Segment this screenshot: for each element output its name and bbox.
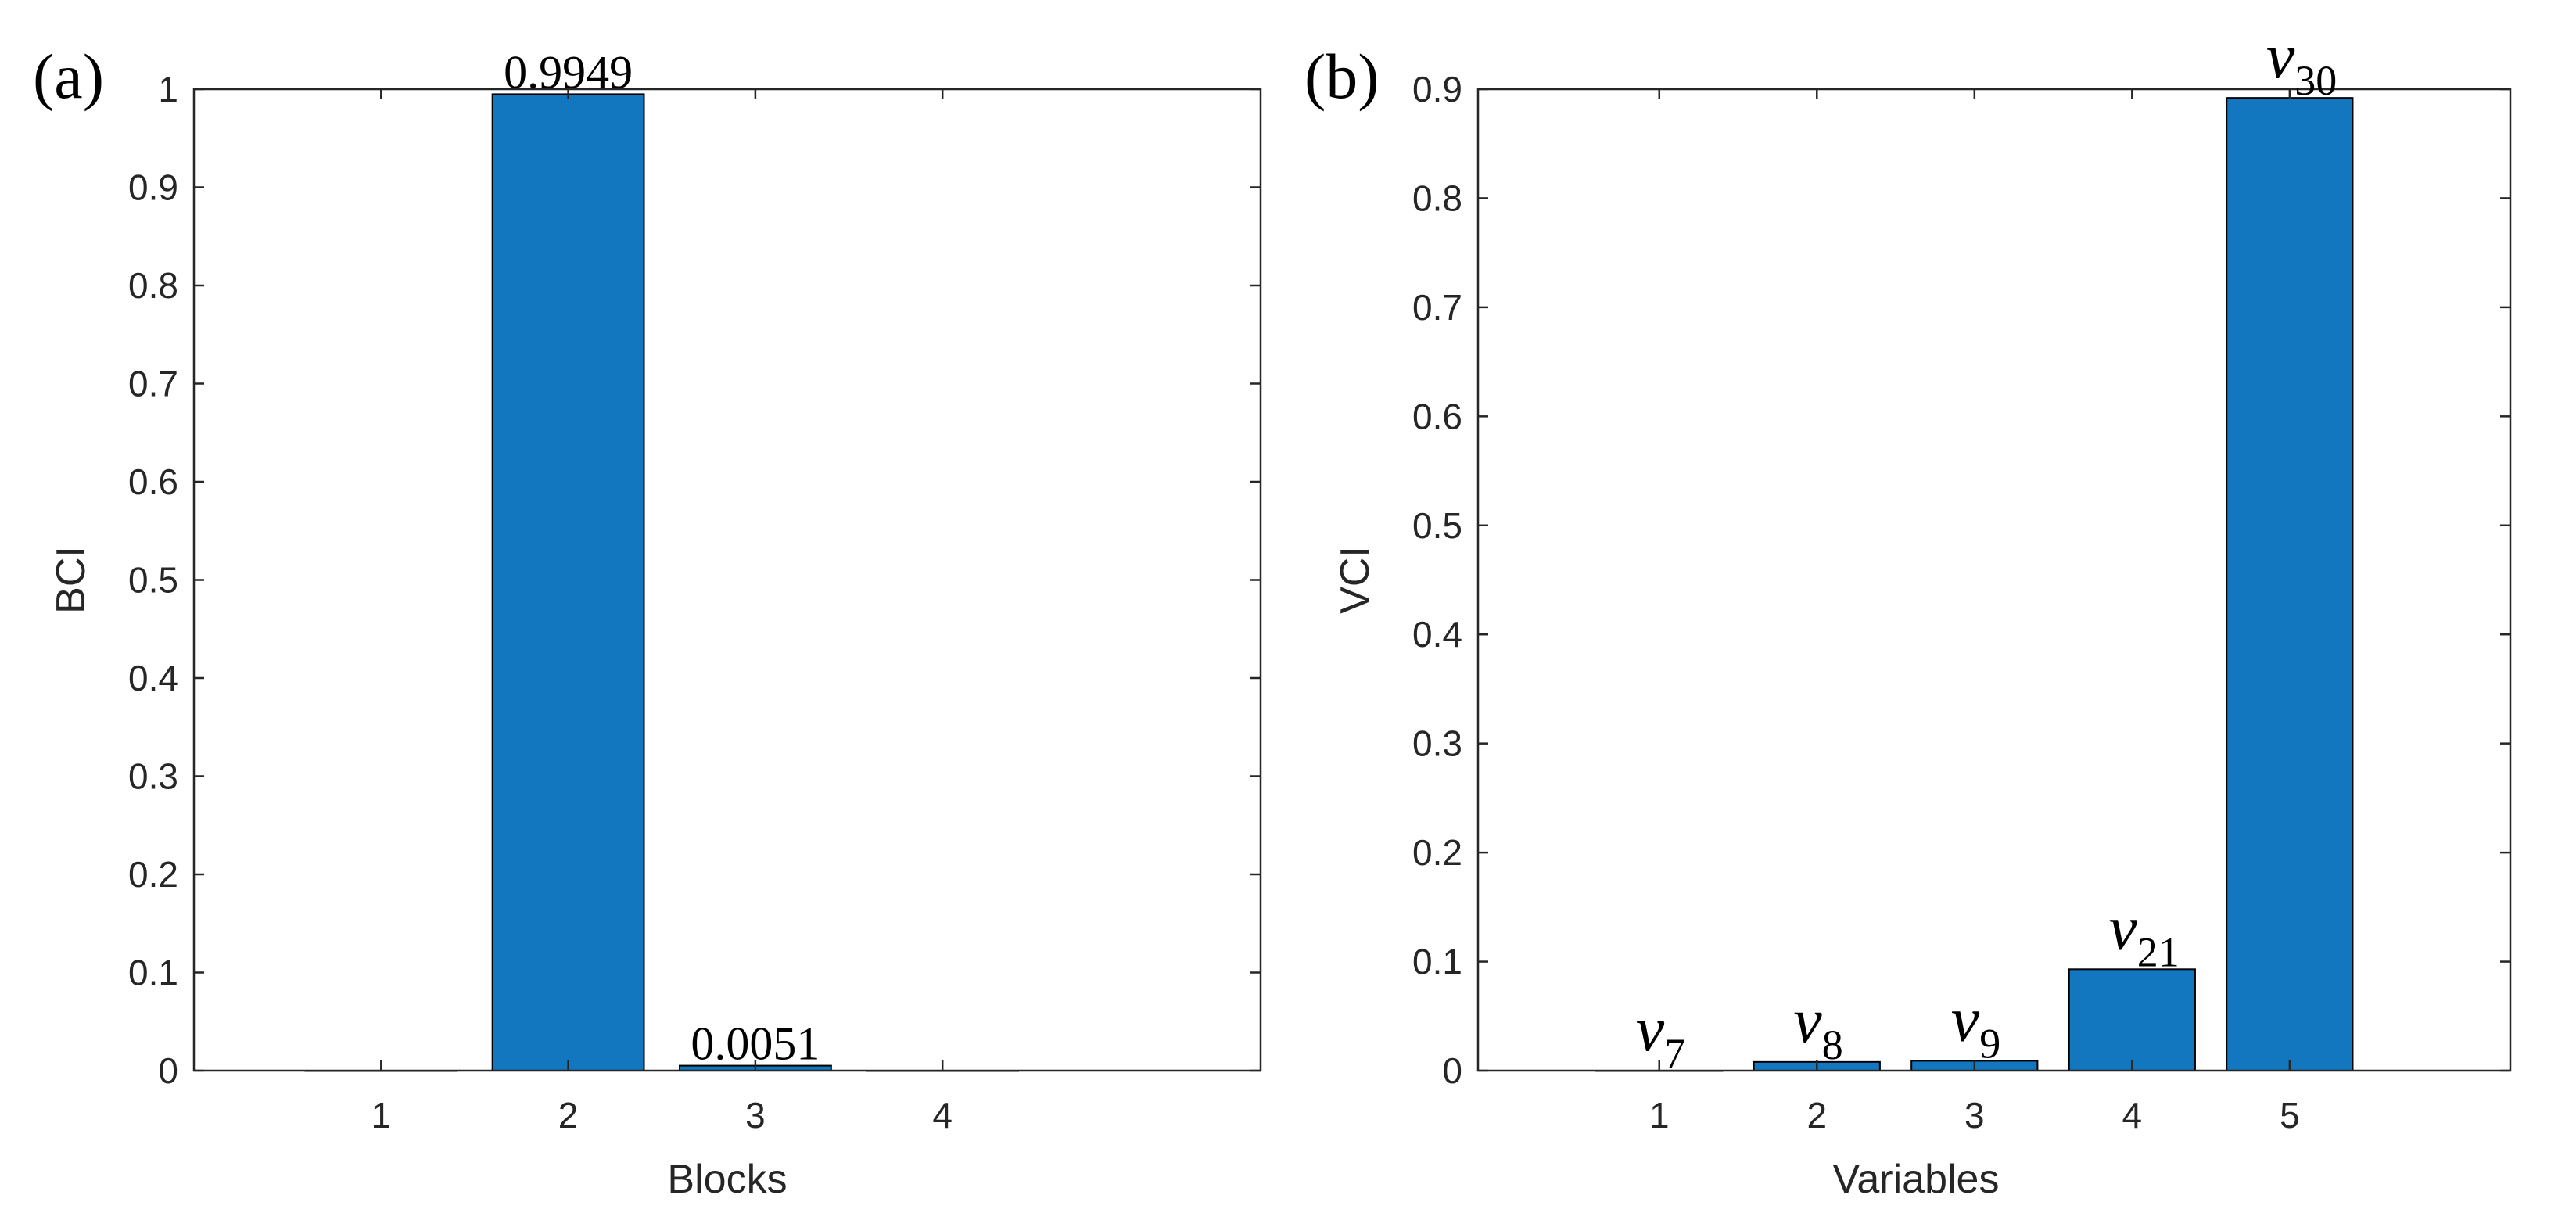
x-tick-label-a: 1	[371, 1095, 392, 1136]
y-tick-label-b: 0.3	[1412, 723, 1462, 764]
y-tick-label-a: 0.5	[128, 560, 178, 601]
variable-label-b-5: v30	[2266, 20, 2337, 104]
y-tick-label-b: 0	[1442, 1050, 1462, 1091]
y-tick-label-b: 0.6	[1412, 396, 1462, 436]
panel-b-vci-chart: (b) 0 0.1 0.2 0.3 0.4 0.5 0.6 0.7 0.8 0.9 1 2 3 4 5 Var…	[1304, 20, 2512, 1202]
y-tick-label-b: 0.9	[1412, 69, 1462, 109]
variable-label-b-4: v21	[2108, 892, 2179, 975]
x-tick-label-a: 4	[932, 1095, 953, 1136]
plot-area-frame-a	[192, 88, 1262, 1072]
x-tick-label-b: 3	[1964, 1095, 1985, 1136]
panel-b-label: (b)	[1304, 41, 1379, 112]
y-tick-label-a: 1	[158, 69, 178, 109]
variable-label-b-2: v8	[1793, 985, 1842, 1068]
y-tick-label-a: 0.6	[128, 461, 178, 502]
y-axis-title-a: BCI	[48, 546, 94, 614]
x-tick-label-b: 2	[1806, 1095, 1827, 1136]
y-tick-label-a: 0.7	[128, 364, 178, 404]
bar-a-2	[491, 93, 645, 1071]
x-tick-label-a: 3	[745, 1095, 766, 1136]
x-tick-label-b: 1	[1649, 1095, 1670, 1136]
x-tick-label-a: 2	[558, 1095, 579, 1136]
y-tick-label-a: 0.8	[128, 265, 178, 306]
x-axis-title-a: Blocks	[667, 1157, 787, 1202]
y-tick-label-b: 0.5	[1412, 505, 1462, 546]
data-label-a-3: 0.0051	[691, 1018, 820, 1070]
y-tick-label-b: 0.7	[1412, 287, 1462, 328]
y-tick-label-a: 0.2	[128, 854, 178, 895]
panel-a-label: (a)	[33, 41, 104, 112]
plot-area-frame-b	[1476, 88, 2512, 1072]
x-tick-label-b: 4	[2122, 1095, 2143, 1136]
y-tick-label-b: 0.2	[1412, 832, 1462, 873]
bar-b-5	[2226, 97, 2354, 1072]
y-tick-label-a: 0.4	[128, 658, 178, 698]
x-axis-title-b: Variables	[1833, 1157, 2000, 1202]
data-label-a-2: 0.9949	[504, 46, 633, 98]
panel-a-bci-chart: (a) 0 0.1 0.2 0.3 0.4 0.5 0.6 0.7 0.8 0.9 1 1 2 3 4 Blo…	[33, 41, 1262, 1202]
y-axis-title-b: VCI	[1333, 546, 1378, 614]
y-tick-label-a: 0.9	[128, 167, 178, 208]
y-tick-label-b: 0.1	[1412, 942, 1462, 982]
y-tick-label-b: 0.4	[1412, 614, 1462, 655]
variable-label-b-3: v9	[1951, 983, 2000, 1067]
y-tick-label-a: 0.3	[128, 756, 178, 797]
variable-label-b-1: v7	[1636, 993, 1685, 1077]
x-tick-label-b: 5	[2280, 1095, 2300, 1136]
y-tick-label-a: 0	[158, 1050, 178, 1091]
bar-b-4	[2068, 968, 2196, 1071]
y-tick-label-b: 0.8	[1412, 178, 1462, 218]
y-tick-label-a: 0.1	[128, 953, 178, 993]
